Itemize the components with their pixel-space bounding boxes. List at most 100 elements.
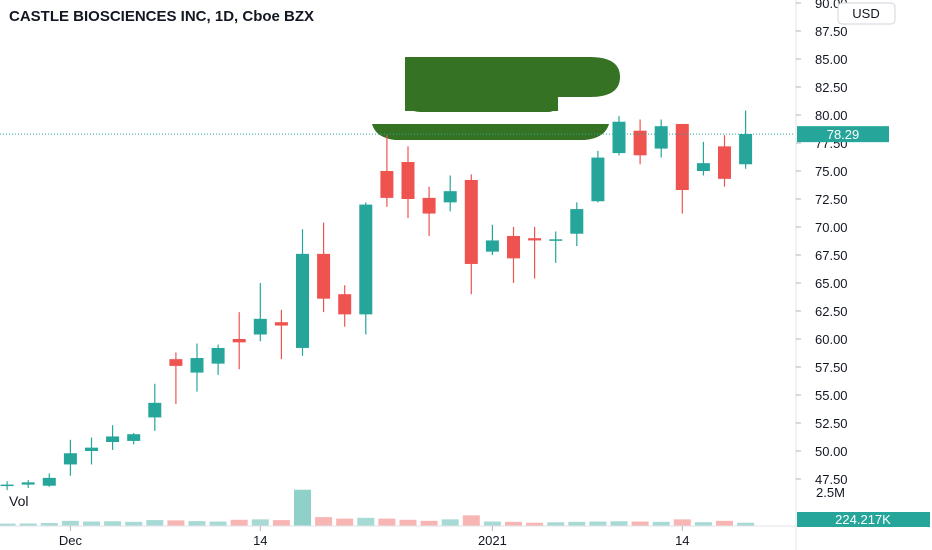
candle-body bbox=[422, 197, 436, 214]
time-axis[interactable]: Dec 14 2021 14 bbox=[59, 526, 690, 548]
candle[interactable] bbox=[169, 352, 183, 404]
candle-body bbox=[528, 238, 542, 241]
candle-body bbox=[718, 146, 731, 179]
volume-bar bbox=[61, 520, 79, 526]
price-plot-area[interactable] bbox=[0, 110, 753, 496]
candle-body bbox=[570, 209, 584, 234]
candle[interactable] bbox=[633, 119, 647, 165]
volume-bar bbox=[315, 517, 333, 526]
candle-body bbox=[42, 477, 56, 486]
candle[interactable] bbox=[274, 309, 288, 360]
candle[interactable] bbox=[401, 146, 415, 219]
volume-bar bbox=[547, 522, 565, 526]
volume-bar bbox=[673, 519, 691, 526]
price-tick-label: 85.00 bbox=[815, 52, 848, 67]
candle[interactable] bbox=[85, 437, 98, 465]
price-tick-label: 65.00 bbox=[815, 276, 848, 291]
volume-label: Vol bbox=[9, 493, 28, 509]
volume-bar bbox=[19, 523, 37, 526]
price-tick-label: 72.50 bbox=[815, 192, 848, 207]
candle[interactable] bbox=[42, 473, 56, 487]
candle[interactable] bbox=[190, 343, 204, 392]
candle-body bbox=[317, 253, 331, 299]
candle-body bbox=[274, 322, 288, 326]
candle[interactable] bbox=[675, 123, 689, 214]
candle-body bbox=[0, 484, 14, 487]
price-axis[interactable]: 90.0087.5085.0082.5080.0077.5075.0072.50… bbox=[796, 0, 848, 487]
candle[interactable] bbox=[549, 231, 563, 263]
volume-bar bbox=[83, 521, 100, 526]
candle[interactable] bbox=[359, 202, 373, 335]
candle[interactable] bbox=[485, 224, 499, 255]
price-tick-label: 87.50 bbox=[815, 24, 848, 39]
candle-body bbox=[148, 402, 162, 418]
candle[interactable] bbox=[106, 425, 120, 450]
price-tick-label: 57.50 bbox=[815, 360, 848, 375]
candle[interactable] bbox=[380, 135, 394, 207]
volume-bar bbox=[104, 521, 122, 526]
price-tick-label: 47.50 bbox=[815, 472, 848, 487]
volume-bar bbox=[652, 521, 670, 526]
volume-bar bbox=[0, 523, 16, 526]
volume-pane bbox=[0, 489, 755, 526]
candle-body bbox=[549, 239, 563, 241]
candle[interactable] bbox=[253, 283, 267, 342]
volume-bar bbox=[526, 522, 544, 526]
price-tick-label: 80.00 bbox=[815, 108, 848, 123]
time-tick-label: 2021 bbox=[478, 533, 507, 548]
candle[interactable] bbox=[211, 344, 225, 375]
candle[interactable] bbox=[612, 116, 626, 156]
last-price-badge: 78.29 bbox=[797, 126, 889, 143]
candle-body bbox=[654, 126, 668, 149]
candle[interactable] bbox=[570, 202, 584, 247]
price-tick-label: 60.00 bbox=[815, 332, 848, 347]
volume-bar bbox=[125, 521, 143, 526]
volume-bar bbox=[441, 519, 459, 526]
candle-body bbox=[338, 294, 352, 315]
volume-bar bbox=[568, 521, 586, 526]
candle[interactable] bbox=[317, 222, 331, 313]
candle-body bbox=[633, 130, 647, 156]
candle[interactable] bbox=[718, 135, 731, 187]
candle-body bbox=[253, 318, 267, 335]
price-tick-label: 55.00 bbox=[815, 388, 848, 403]
candle-body bbox=[127, 434, 141, 441]
candle[interactable] bbox=[21, 480, 35, 488]
candle[interactable] bbox=[443, 175, 457, 212]
candle-body bbox=[169, 359, 183, 366]
volume-bar bbox=[40, 523, 58, 526]
price-tick-label: 62.50 bbox=[815, 304, 848, 319]
candle[interactable] bbox=[422, 186, 436, 236]
candle-body bbox=[85, 447, 98, 451]
price-tick-label: 90.00 bbox=[815, 0, 848, 11]
candle[interactable] bbox=[528, 227, 542, 279]
volume-bar bbox=[146, 520, 164, 526]
last-volume-badge: 224.217K bbox=[797, 512, 930, 527]
volume-bar bbox=[716, 520, 733, 526]
price-tick-label: 50.00 bbox=[815, 444, 848, 459]
candle[interactable] bbox=[739, 110, 753, 169]
volume-bar bbox=[167, 520, 185, 526]
candle[interactable] bbox=[232, 312, 246, 370]
candle[interactable] bbox=[127, 433, 141, 445]
candle-body bbox=[464, 179, 478, 264]
candle[interactable] bbox=[148, 383, 162, 431]
currency-button[interactable]: USD bbox=[837, 2, 896, 25]
volume-bar bbox=[505, 521, 522, 526]
volume-bar bbox=[694, 522, 712, 526]
candle-body bbox=[63, 453, 77, 465]
candle[interactable] bbox=[0, 481, 14, 491]
candle-body bbox=[106, 436, 120, 443]
candle[interactable] bbox=[696, 141, 710, 176]
candle[interactable] bbox=[507, 227, 520, 283]
candle-body bbox=[296, 253, 309, 348]
candle[interactable] bbox=[296, 229, 309, 356]
candle[interactable] bbox=[591, 150, 605, 203]
candle[interactable] bbox=[63, 439, 77, 476]
candle-body bbox=[401, 162, 415, 199]
candle[interactable] bbox=[464, 174, 478, 295]
candle[interactable] bbox=[338, 285, 352, 327]
candle[interactable] bbox=[654, 119, 668, 158]
candle-body bbox=[190, 358, 204, 373]
candle-body bbox=[443, 191, 457, 203]
